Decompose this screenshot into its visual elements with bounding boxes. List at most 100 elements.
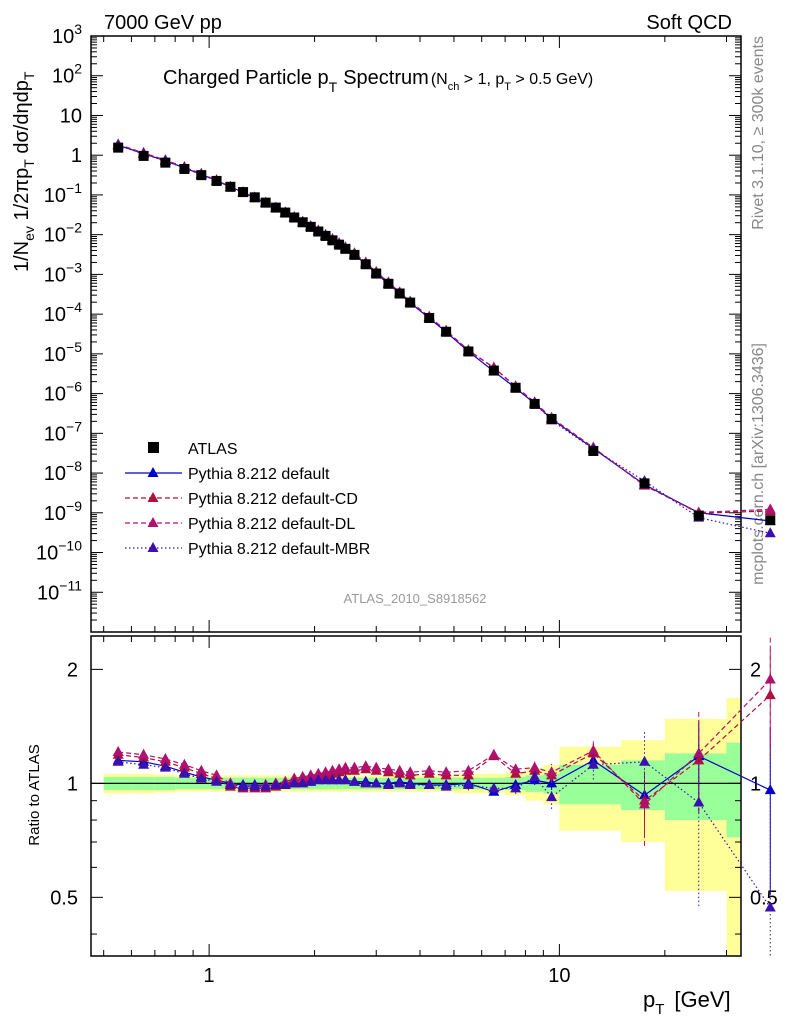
data-point xyxy=(320,230,331,241)
chart-title-cond-4: > 0.5 GeV) xyxy=(511,71,593,88)
data-point xyxy=(327,235,338,246)
side-label-top: Rivet 3.1.10, ≥ 300k events xyxy=(750,36,767,230)
ratio-point xyxy=(546,766,558,777)
y-tick-label: 10−3 xyxy=(44,259,82,286)
data-point xyxy=(305,221,316,232)
legend-marker xyxy=(147,517,159,527)
data-point xyxy=(764,503,776,514)
ratio-point xyxy=(320,774,332,785)
ratio-point xyxy=(339,761,351,772)
ratio-point xyxy=(639,798,651,809)
y-tick-label: 10−11 xyxy=(37,577,82,604)
ratio-point xyxy=(394,764,406,775)
data-point xyxy=(546,413,557,424)
ratio-point xyxy=(370,777,382,788)
y-tick-label: 10−7 xyxy=(44,418,82,445)
band-inner xyxy=(559,764,622,805)
data-point xyxy=(334,239,345,250)
data-point xyxy=(270,202,281,213)
ratio-point xyxy=(339,774,351,785)
data-point xyxy=(211,175,222,186)
ratio-point xyxy=(270,779,282,790)
ratio-point xyxy=(260,780,272,791)
data-point xyxy=(225,181,236,192)
chart-title-cond-1: ch xyxy=(448,81,460,93)
ratio-point xyxy=(178,758,190,769)
chart-title: Charged Particle pT Spectrum (Nch > 1, pT … xyxy=(163,67,593,95)
ratio-point xyxy=(639,755,651,766)
data-point xyxy=(289,212,300,223)
y-tick-label: 10 xyxy=(60,105,82,127)
chart-title-sub: T xyxy=(329,79,338,95)
side-label-bottom: mcplots.cern.ch [arXiv:1306.3436] xyxy=(750,343,767,585)
data-point xyxy=(260,197,271,208)
y-tick-label: 102 xyxy=(52,61,82,88)
ratio-point xyxy=(423,779,435,790)
ratio-point xyxy=(138,758,150,769)
ratio-point xyxy=(764,901,776,912)
bottom-frame xyxy=(90,635,742,957)
data-point xyxy=(510,382,521,393)
legend-label: Pythia 8.212 default xyxy=(188,466,330,483)
y-tick-label: 1 xyxy=(67,773,78,795)
ratio-point xyxy=(360,777,372,788)
ratio-series-4 xyxy=(112,732,776,956)
chart-title-cond-2: > 1, p xyxy=(459,71,504,88)
legend-marker xyxy=(147,492,159,502)
data-point xyxy=(249,192,260,203)
chart-title-cond-0: (N xyxy=(431,71,448,88)
ratio-point xyxy=(382,763,394,774)
legend-label: ATLAS xyxy=(188,441,238,458)
spectrum-panel: 10310210110−110−210−310−410−510−610−710−… xyxy=(36,21,776,633)
ratio-point xyxy=(764,784,776,795)
data-point xyxy=(424,312,435,323)
ratio-point xyxy=(312,774,324,785)
legend-marker xyxy=(147,542,159,552)
data-point xyxy=(394,288,405,299)
ratio-point xyxy=(370,761,382,772)
y-tick-label: 0.5 xyxy=(50,887,78,909)
data-point xyxy=(313,226,324,237)
ratio-point xyxy=(279,779,291,790)
y-axis-label-top: 1/Nev 1/2πpT dσ/dηdpT xyxy=(11,71,37,272)
ratio-point xyxy=(488,748,500,759)
ratio-point xyxy=(488,782,500,793)
ratio-point xyxy=(211,775,223,786)
data-point xyxy=(639,478,650,489)
ratio-point xyxy=(178,767,190,778)
ratio-point xyxy=(764,673,776,684)
legend-marker xyxy=(147,467,159,477)
y-axis-label-bottom: Ratio to ATLAS xyxy=(26,744,43,845)
legend-label: Pythia 8.212 default-CD xyxy=(188,491,358,508)
band-inner xyxy=(726,742,740,838)
chart-title-word: Spectrum xyxy=(343,67,429,89)
data-point xyxy=(765,515,776,526)
data-point xyxy=(693,510,704,521)
legend: ATLAS Pythia 8.212 default Pythia 8.212 de… xyxy=(125,441,370,558)
ratio-point xyxy=(404,766,416,777)
ratio-point xyxy=(211,769,223,780)
data-point xyxy=(588,445,599,456)
data-point xyxy=(179,163,190,174)
ratio-point xyxy=(224,779,236,790)
data-point xyxy=(196,170,207,181)
x-axis-label-main: p xyxy=(643,987,655,1012)
data-point xyxy=(488,365,499,376)
ratio-panel: 1 10 0.5 0.5 1 1 2 2 xyxy=(50,635,778,987)
data-point xyxy=(360,259,371,270)
ratio-point xyxy=(546,791,558,802)
y-tick-label: 2 xyxy=(67,659,78,681)
data-point xyxy=(113,142,124,153)
ratio-point xyxy=(440,780,452,791)
x-axis-label: pT [GeV] xyxy=(643,987,731,1018)
ratio-point xyxy=(510,763,522,774)
y-tick-label: 10−1 xyxy=(44,180,82,207)
ratio-point xyxy=(693,747,705,758)
ratio-point xyxy=(249,780,261,791)
data-point xyxy=(764,527,776,538)
data-point xyxy=(138,150,149,161)
y-tick-label: 10−10 xyxy=(36,538,82,565)
x-tick-label: 10 xyxy=(548,965,570,987)
ratio-point xyxy=(462,764,474,775)
